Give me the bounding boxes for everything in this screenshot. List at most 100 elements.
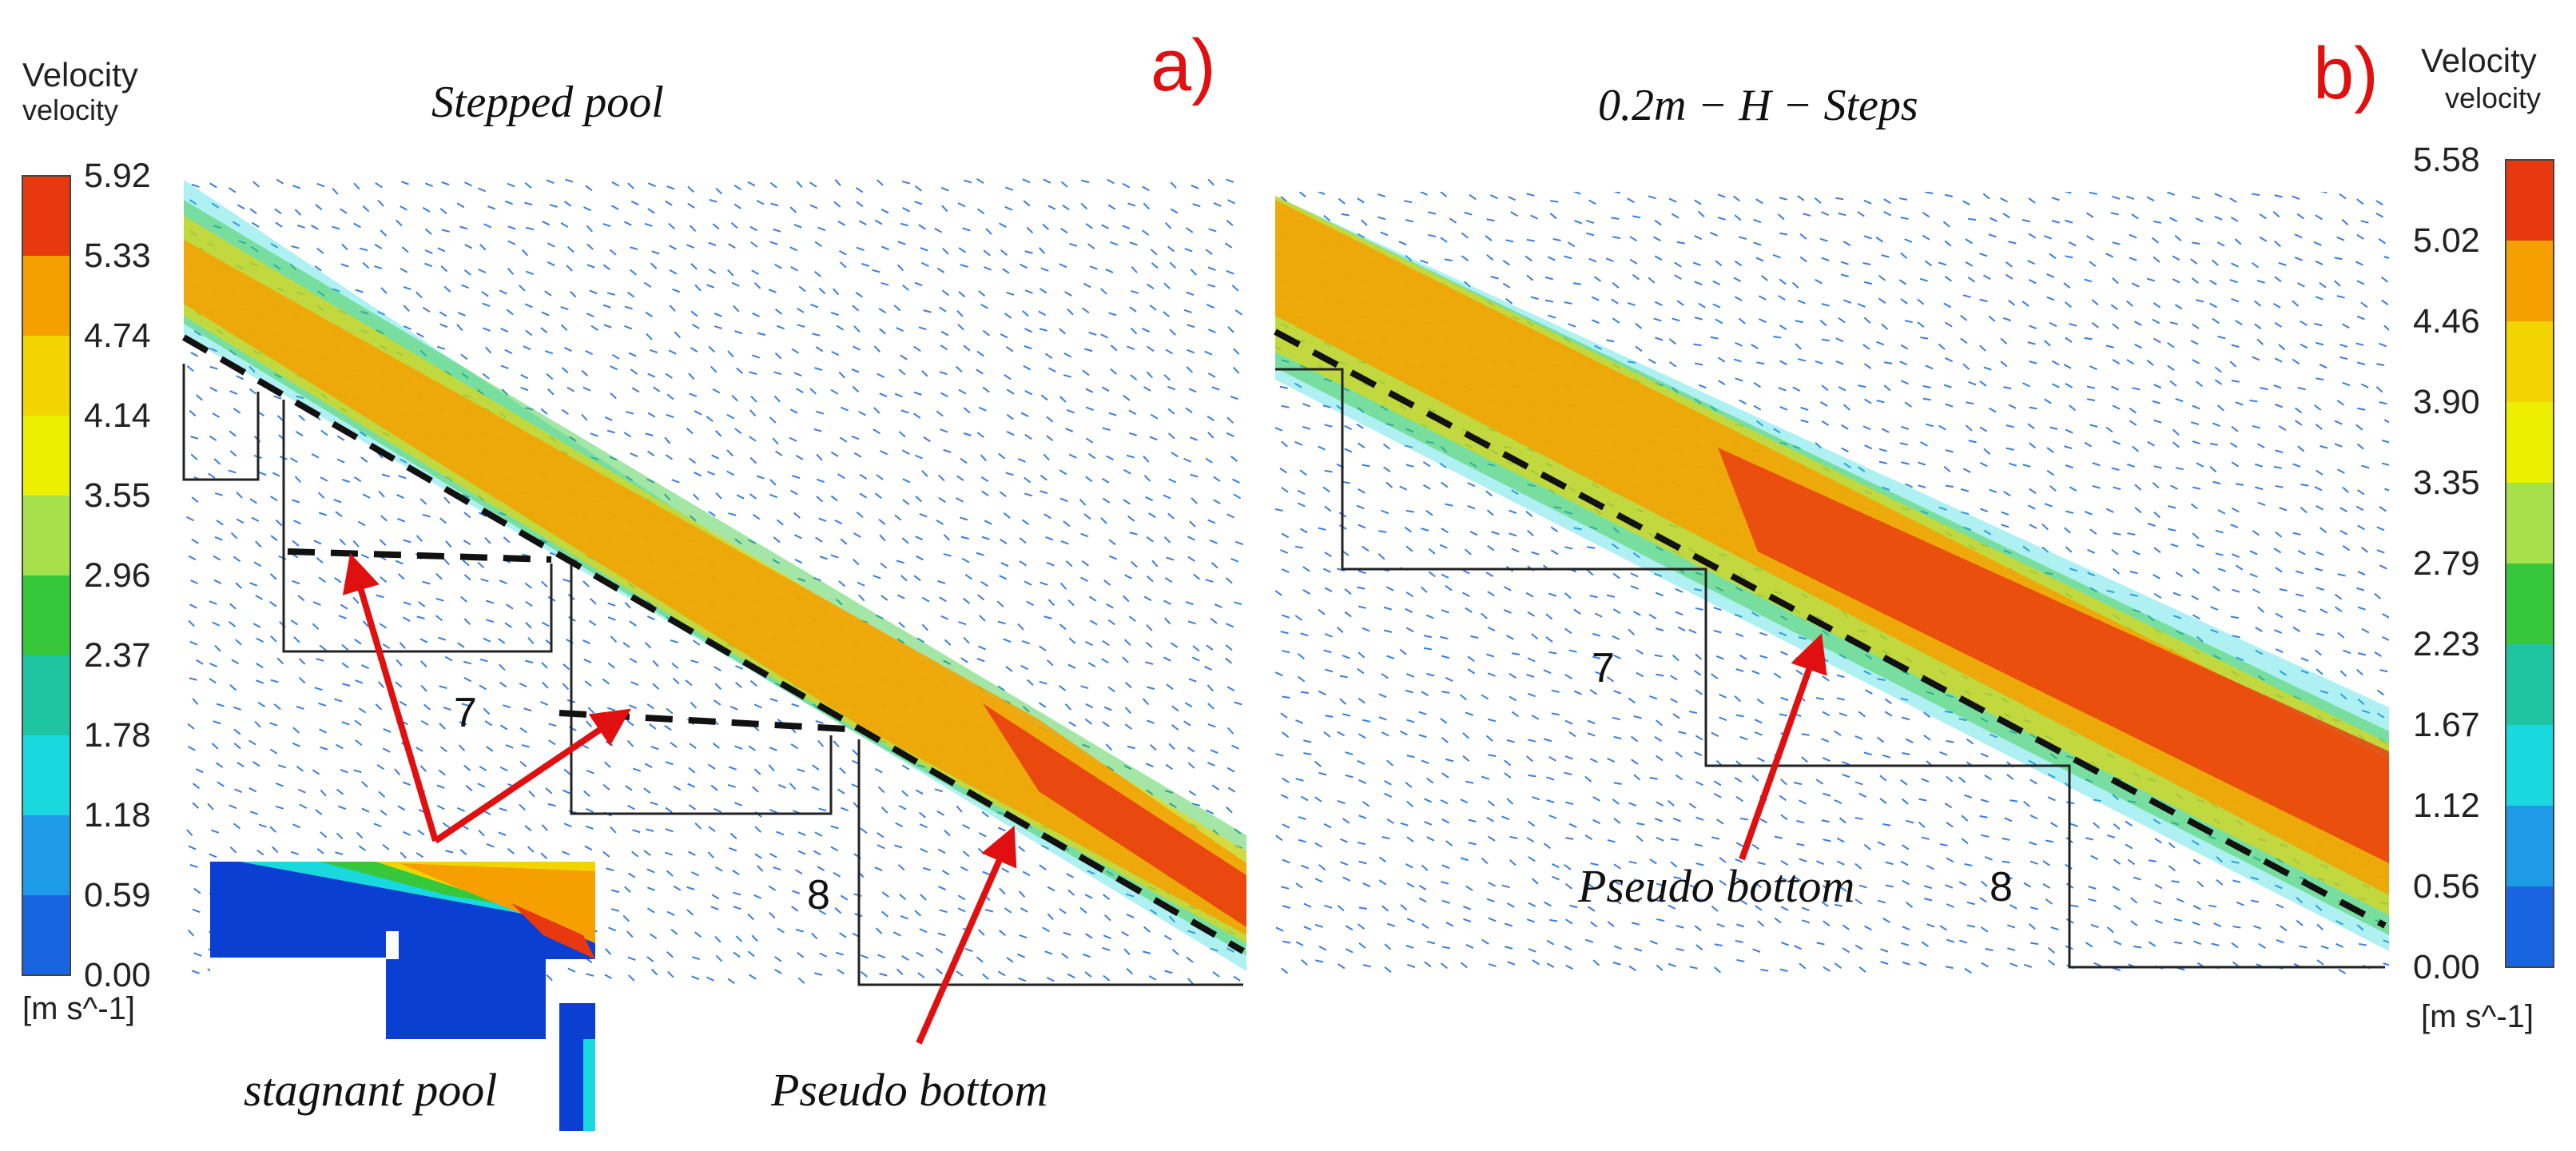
panel-a-jet-band-red bbox=[983, 703, 1246, 927]
velocity-vector bbox=[2375, 386, 2383, 393]
velocity-vector bbox=[997, 970, 1006, 977]
velocity-vector bbox=[1528, 856, 1536, 862]
velocity-vector bbox=[1656, 882, 1664, 887]
velocity-vector bbox=[1943, 384, 1952, 388]
velocity-vector bbox=[1441, 691, 1450, 694]
velocity-vector bbox=[1507, 961, 1516, 966]
velocity-vector bbox=[2003, 549, 2012, 555]
velocity-vector bbox=[1464, 548, 1472, 556]
velocity-vector bbox=[610, 826, 617, 834]
velocity-vector bbox=[1779, 968, 1788, 973]
velocity-vector bbox=[1546, 939, 1555, 946]
velocity-vector bbox=[2361, 627, 2370, 634]
velocity-vector bbox=[1839, 817, 1847, 824]
velocity-vector bbox=[1303, 902, 1312, 908]
velocity-vector bbox=[1079, 906, 1087, 914]
velocity-vector bbox=[1875, 237, 1883, 243]
velocity-vector bbox=[1757, 920, 1765, 927]
velocity-vector bbox=[1039, 328, 1047, 332]
velocity-vector bbox=[213, 720, 221, 725]
velocity-vector bbox=[610, 365, 618, 371]
velocity-vector bbox=[913, 345, 921, 352]
velocity-vector bbox=[2171, 821, 2180, 826]
velocity-vector bbox=[1944, 321, 1953, 328]
velocity-vector bbox=[1420, 260, 1429, 264]
velocity-vector bbox=[1858, 884, 1867, 889]
velocity-vector bbox=[436, 804, 445, 810]
velocity-vector bbox=[1298, 192, 1306, 198]
velocity-vector bbox=[768, 289, 777, 293]
velocity-vector bbox=[1926, 691, 1934, 695]
velocity-vector bbox=[1612, 880, 1620, 886]
velocity-vector bbox=[666, 910, 675, 916]
velocity-vector bbox=[275, 805, 284, 810]
velocity-vector bbox=[1275, 508, 1283, 512]
velocity-vector bbox=[1405, 509, 1414, 513]
velocity-vector bbox=[1675, 587, 1684, 593]
velocity-vector bbox=[2022, 545, 2030, 552]
velocity-vector bbox=[252, 181, 260, 188]
velocity-vector bbox=[2217, 568, 2226, 572]
velocity-vector bbox=[187, 929, 195, 937]
velocity-vector bbox=[1920, 441, 1928, 447]
velocity-vector bbox=[2383, 325, 2389, 332]
velocity-vector bbox=[2316, 632, 2325, 636]
velocity-vector bbox=[976, 208, 985, 215]
velocity-vector bbox=[709, 198, 718, 203]
velocity-vector bbox=[190, 579, 199, 584]
velocity-vector bbox=[1085, 388, 1094, 393]
velocity-vector bbox=[2048, 959, 2056, 966]
velocity-vector bbox=[622, 642, 630, 648]
velocity-vector bbox=[900, 354, 908, 360]
velocity-vector bbox=[292, 823, 300, 829]
velocity-vector bbox=[312, 769, 320, 775]
velocity-vector bbox=[2381, 439, 2389, 444]
velocity-vector bbox=[797, 831, 806, 836]
velocity-vector bbox=[209, 182, 217, 189]
velocity-vector bbox=[1080, 685, 1089, 690]
velocity-vector bbox=[1040, 474, 1047, 481]
velocity-vector bbox=[2216, 856, 2223, 863]
velocity-vector bbox=[1060, 181, 1068, 188]
velocity-vector bbox=[978, 929, 985, 936]
velocity-vector bbox=[2010, 962, 2018, 967]
velocity-vector bbox=[1758, 295, 1767, 301]
velocity-vector bbox=[944, 830, 951, 837]
velocity-vector bbox=[1564, 627, 1572, 635]
velocity-vector bbox=[610, 392, 617, 400]
velocity-vector bbox=[293, 636, 300, 643]
velocity-vector bbox=[1526, 755, 1533, 763]
velocity-vector bbox=[1836, 860, 1845, 866]
velocity-vector bbox=[395, 219, 403, 227]
velocity-vector bbox=[290, 850, 299, 855]
velocity-vector bbox=[776, 325, 785, 330]
velocity-vector bbox=[1504, 759, 1512, 767]
velocity-vector bbox=[1505, 239, 1514, 243]
velocity-vector bbox=[2374, 592, 2382, 599]
velocity-vector bbox=[774, 969, 782, 974]
velocity-vector bbox=[963, 345, 971, 352]
velocity-vector bbox=[1124, 707, 1131, 715]
velocity-vector bbox=[1084, 348, 1093, 352]
velocity-vector bbox=[669, 269, 678, 275]
velocity-vector bbox=[1655, 337, 1664, 341]
velocity-vector bbox=[487, 205, 496, 210]
velocity-vector bbox=[419, 765, 427, 772]
velocity-vector bbox=[1654, 301, 1663, 306]
velocity-vector bbox=[1503, 609, 1512, 614]
velocity-vector bbox=[1735, 842, 1744, 847]
velocity-vector bbox=[1568, 731, 1576, 738]
velocity-vector bbox=[362, 261, 370, 269]
velocity-vector bbox=[1858, 792, 1867, 799]
velocity-vector bbox=[1842, 947, 1851, 954]
panel-b-flow-field bbox=[1275, 192, 2389, 974]
velocity-vector bbox=[1654, 736, 1662, 743]
velocity-vector bbox=[1282, 905, 1291, 909]
velocity-vector bbox=[2252, 856, 2261, 862]
velocity-vector bbox=[236, 518, 244, 524]
velocity-vector bbox=[2297, 550, 2306, 556]
velocity-vector bbox=[1406, 755, 1415, 759]
velocity-vector bbox=[2209, 442, 2219, 446]
velocity-vector bbox=[2090, 854, 2099, 861]
velocity-vector bbox=[1631, 922, 1640, 926]
